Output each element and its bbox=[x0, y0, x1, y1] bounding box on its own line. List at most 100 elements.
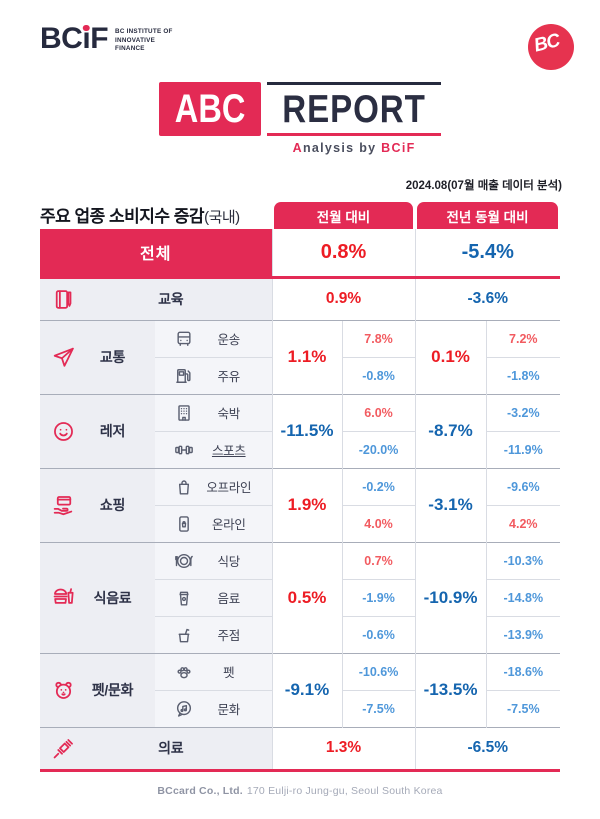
drink-cup-icon bbox=[174, 588, 194, 608]
subcategory-label: 펫 bbox=[223, 666, 235, 680]
category-label: 쇼핑 bbox=[99, 497, 126, 513]
category-cell: 펫/문화 bbox=[40, 652, 155, 727]
tagline-line: INNOVATIVE bbox=[115, 36, 156, 44]
table-body: 전체 0.8% -5.4% 교육 0.9% -3.6% 교통 운송 1.1% 7.8% 0.1… bbox=[40, 229, 561, 770]
dog-icon bbox=[51, 678, 76, 703]
abc-logo-box: ABC bbox=[158, 82, 262, 136]
subcategory-label: 식당 bbox=[217, 555, 241, 569]
bus-icon bbox=[174, 329, 194, 349]
main-mom-value: 0.5% bbox=[271, 541, 343, 653]
hotel-icon bbox=[174, 403, 194, 423]
sub-mom-value: -0.2% bbox=[341, 467, 416, 505]
card-hand-icon bbox=[51, 493, 76, 518]
subcategory-label: 온라인 bbox=[211, 518, 246, 532]
subcategory-label: 숙박 bbox=[217, 407, 241, 421]
ice-bucket-icon bbox=[174, 625, 194, 645]
category-label: 교통 bbox=[99, 349, 126, 365]
subcategory-label: 오프라인 bbox=[206, 481, 252, 495]
paw-icon bbox=[174, 662, 194, 682]
syringe-icon bbox=[51, 736, 76, 761]
sub-yoy-value: -9.6% bbox=[485, 467, 561, 505]
table-row: 펫/문화 펫 -9.1% -10.6% -13.5% -18.6% bbox=[40, 652, 561, 727]
culture-bubble-icon bbox=[174, 699, 194, 719]
subcategory-cell: 오프라인 bbox=[155, 467, 273, 505]
dumbbell-icon bbox=[174, 440, 194, 460]
category-label: 펫/문화 bbox=[91, 682, 134, 698]
main-mom-value: 1.3% bbox=[271, 726, 416, 770]
total-yoy-value: -5.4% bbox=[414, 229, 561, 279]
plate-cutlery-icon bbox=[174, 551, 194, 571]
logo-red-dot-icon bbox=[83, 24, 90, 31]
sub-mom-value: 4.0% bbox=[341, 504, 416, 542]
sub-mom-value: 0.7% bbox=[341, 541, 416, 579]
subcategory-cell: 스포츠 bbox=[155, 430, 273, 468]
table-row: 문화 -7.5% -7.5% bbox=[40, 689, 561, 727]
fuel-pump-icon bbox=[174, 366, 194, 386]
column-header-mom: 전월 대비 bbox=[274, 202, 413, 229]
main-mom-value: 1.9% bbox=[271, 467, 343, 542]
footer-address: 170 Eulji-ro Jung-gu, Seoul South Korea bbox=[246, 784, 443, 797]
sub-yoy-value: -1.8% bbox=[485, 356, 561, 394]
total-row: 전체 0.8% -5.4% bbox=[40, 229, 561, 279]
category-cell: 레저 bbox=[40, 393, 155, 468]
consumption-index-table: 전체 0.8% -5.4% 교육 0.9% -3.6% 교통 운송 1.1% 7.8% 0.1… bbox=[40, 229, 561, 772]
main-yoy-value: -10.9% bbox=[414, 541, 487, 653]
sub-mom-value: 6.0% bbox=[341, 393, 416, 431]
main-mom-value: -11.5% bbox=[271, 393, 343, 468]
footer: BCcard Co., Ltd. 170 Eulji-ro Jung-gu, Se… bbox=[0, 785, 600, 797]
main-mom-value: 1.1% bbox=[271, 319, 343, 394]
main-yoy-value: -8.7% bbox=[414, 393, 487, 468]
subcategory-label: 주유 bbox=[217, 370, 241, 384]
main-yoy-value: 0.1% bbox=[414, 319, 487, 394]
bcif-tagline: BC INSTITUTE OF INNOVATIVE FINANCE bbox=[115, 28, 173, 54]
sub-yoy-value: 4.2% bbox=[485, 504, 561, 542]
sub-mom-value: -20.0% bbox=[341, 430, 416, 468]
category-cell: 교육 bbox=[40, 276, 273, 320]
subcategory-cell: 식당 bbox=[155, 541, 273, 579]
subcategory-cell: 숙박 bbox=[155, 393, 273, 431]
sub-yoy-value: -18.6% bbox=[485, 652, 561, 690]
category-label: 교육 bbox=[158, 291, 184, 307]
subcategory-cell: 문화 bbox=[155, 689, 273, 727]
sub-mom-value: -0.6% bbox=[341, 615, 416, 653]
bcif-logo: BCi F BC INSTITUTE OF INNOVATIVE FINANCE bbox=[40, 24, 173, 54]
sub-yoy-value: -14.8% bbox=[485, 578, 561, 616]
main-yoy-value: -3.1% bbox=[414, 467, 487, 542]
smiley-icon bbox=[51, 419, 76, 444]
mobile-shopping-icon bbox=[174, 514, 194, 534]
sub-mom-value: -0.8% bbox=[341, 356, 416, 394]
main-yoy-value: -6.5% bbox=[414, 726, 561, 770]
table-row: 식음료 식당 0.5% 0.7% -10.9% -10.3% bbox=[40, 541, 561, 653]
sub-yoy-value: -3.2% bbox=[485, 393, 561, 431]
sub-yoy-value: -11.9% bbox=[485, 430, 561, 468]
tagline-line: BC INSTITUTE OF bbox=[115, 28, 173, 35]
main-mom-value: 0.9% bbox=[271, 276, 416, 320]
total-mom-value: 0.8% bbox=[271, 229, 416, 279]
sub-mom-value: 7.8% bbox=[341, 319, 416, 357]
main-mom-value: -9.1% bbox=[271, 652, 343, 727]
main-yoy-value: -3.6% bbox=[414, 276, 561, 320]
category-label: 의료 bbox=[158, 740, 184, 756]
subcategory-label: 스포츠 bbox=[211, 444, 246, 458]
table-title: 주요 업종 소비지수 증감(국내) bbox=[40, 207, 240, 226]
category-label: 레저 bbox=[99, 423, 126, 439]
table-row: 주점 -0.6% -13.9% bbox=[40, 615, 561, 653]
abc-report-banner: ABC REPORT Analysis by BCiF bbox=[0, 82, 600, 155]
category-cell: 쇼핑 bbox=[40, 467, 155, 542]
category-cell: 교통 bbox=[40, 319, 155, 394]
book-icon bbox=[51, 287, 76, 312]
report-wordmark: REPORT bbox=[267, 82, 442, 136]
category-label: 식음료 bbox=[93, 589, 132, 606]
sub-mom-value: -1.9% bbox=[341, 578, 416, 616]
subcategory-label: 주점 bbox=[217, 629, 241, 643]
subcategory-cell: 펫 bbox=[155, 652, 273, 690]
sub-yoy-value: -13.9% bbox=[485, 615, 561, 653]
table-row: 교육 0.9% -3.6% bbox=[40, 276, 561, 320]
footer-company: BCcard Co., Ltd. bbox=[157, 784, 243, 797]
main-yoy-value: -13.5% bbox=[414, 652, 487, 727]
data-period-note: 2024.08(07월 매출 데이터 분석) bbox=[405, 180, 562, 192]
tagline-line: FINANCE bbox=[115, 45, 145, 52]
subcategory-label: 음료 bbox=[217, 592, 241, 606]
table-row: 스포츠 -20.0% -11.9% bbox=[40, 430, 561, 468]
